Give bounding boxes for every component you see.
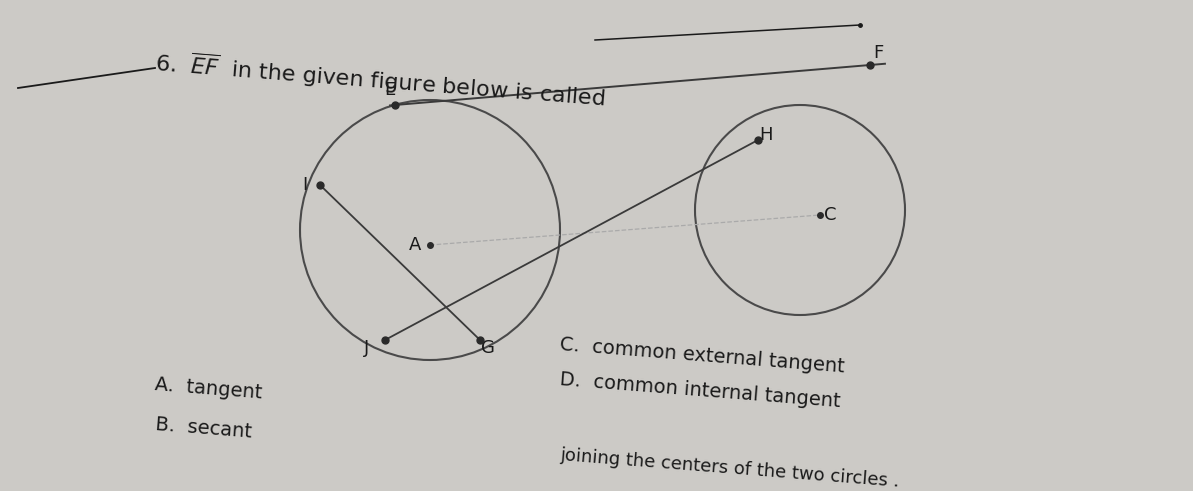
Text: J: J: [364, 339, 370, 357]
Text: C: C: [823, 206, 836, 224]
Text: B.  secant: B. secant: [154, 415, 252, 442]
Text: I: I: [302, 176, 308, 194]
Text: E: E: [384, 81, 396, 99]
Text: H: H: [759, 126, 773, 144]
Text: D.  common internal tangent: D. common internal tangent: [560, 371, 841, 411]
Text: C.  common external tangent: C. common external tangent: [560, 335, 846, 377]
Text: 6.  $\overline{EF}$  in the given figure below is called: 6. $\overline{EF}$ in the given figure b…: [154, 47, 606, 112]
Text: A.  tangent: A. tangent: [154, 376, 264, 403]
Text: G: G: [481, 339, 495, 357]
Text: joining the centers of the two circles .: joining the centers of the two circles .: [560, 446, 901, 491]
Text: A: A: [409, 236, 421, 254]
Text: F: F: [873, 44, 883, 62]
